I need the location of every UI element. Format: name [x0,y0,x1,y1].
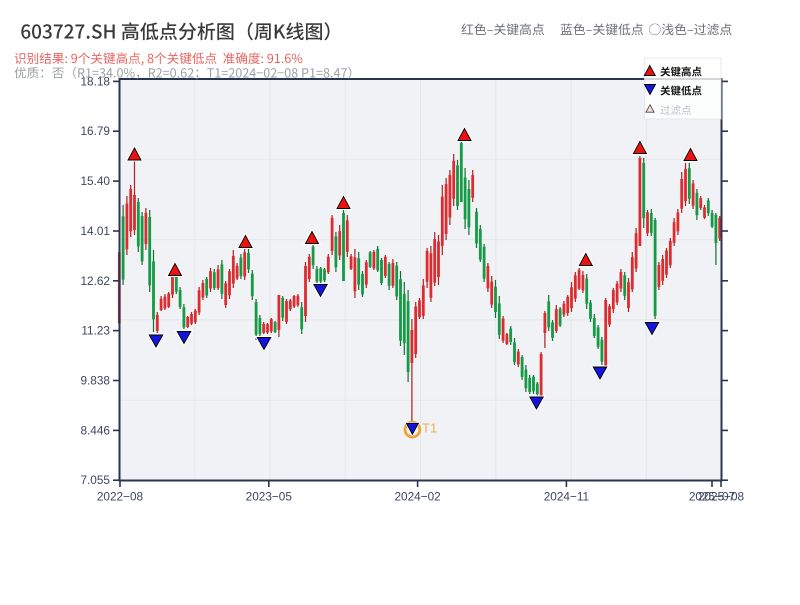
svg-text:2023−05: 2023−05 [246,490,293,504]
svg-text:15.40: 15.40 [80,174,110,188]
svg-text:7.055: 7.055 [80,473,110,487]
svg-text:2024−11: 2024−11 [544,490,589,504]
svg-text:12.62: 12.62 [80,274,110,288]
svg-text:8.446: 8.446 [80,423,110,437]
svg-text:2022−08: 2022−08 [97,490,144,504]
svg-text:2025−08: 2025−08 [698,490,745,504]
svg-text:18.18: 18.18 [80,74,110,88]
svg-text:2024−02: 2024−02 [394,490,440,504]
svg-text:2025−07: 2025−07 [689,490,735,504]
svg-text:T1: T1 [422,421,437,436]
svg-text:16.79: 16.79 [80,124,110,138]
svg-text:9.838: 9.838 [80,374,110,388]
svg-text:14.01: 14.01 [80,224,110,238]
svg-text:11.23: 11.23 [81,324,110,338]
